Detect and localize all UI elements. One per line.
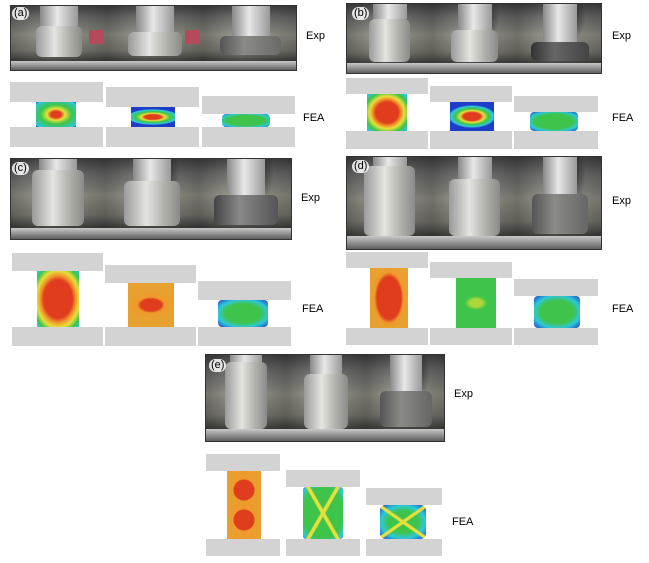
platen-bottom: [286, 539, 360, 556]
fea-contour: [367, 94, 407, 131]
exp-photo-strip: [10, 158, 292, 240]
fea-contour: [36, 102, 76, 127]
exp-frame: [432, 4, 517, 73]
platen-top: [366, 488, 442, 505]
platen-bottom: [346, 328, 428, 345]
fea-label: FEA: [452, 516, 474, 528]
platen-bottom: [206, 539, 280, 556]
exp-frame: [105, 159, 199, 239]
panel-a: (a) Exp FEA: [0, 0, 330, 155]
exp-photo-strip: [346, 156, 602, 250]
platen-bottom: [430, 328, 512, 345]
platen-bottom: [106, 127, 199, 147]
fea-contour: [303, 487, 343, 539]
fea-contour: [37, 271, 79, 327]
panel-tag: (e): [209, 359, 227, 372]
platen-top: [206, 454, 280, 471]
panel-tag: (d): [352, 160, 370, 173]
panel-tag: (c): [12, 162, 29, 175]
exp-label: Exp: [612, 30, 631, 42]
fea-label: FEA: [302, 303, 324, 315]
fea-contour: [222, 114, 270, 127]
platen-top: [106, 87, 199, 107]
platen-top: [430, 262, 512, 278]
platen-bottom: [10, 127, 103, 147]
panel-e: (e) Exp FEA: [200, 350, 500, 563]
platen-bottom: [514, 131, 598, 149]
platen-top: [286, 470, 360, 487]
exp-label: Exp: [612, 195, 631, 207]
exp-frame: [107, 6, 203, 70]
fea-contour: [450, 102, 494, 131]
fea-contour: [370, 268, 408, 328]
fea-contour: [131, 107, 175, 127]
exp-frame: [199, 159, 291, 239]
exp-label: Exp: [301, 192, 320, 204]
platen-bottom: [105, 327, 196, 346]
fea-contour: [534, 296, 580, 328]
exp-frame: [432, 157, 517, 249]
exp-frame: [517, 4, 601, 73]
exp-label: Exp: [454, 388, 473, 400]
platen-bottom: [430, 131, 512, 149]
exp-frame: [366, 355, 444, 441]
fea-label: FEA: [303, 112, 325, 124]
fea-label: FEA: [612, 303, 634, 315]
fea-contour: [227, 471, 261, 539]
exp-frame: [286, 355, 366, 441]
exp-frame: [203, 6, 296, 70]
platen-top: [105, 265, 196, 283]
panel-b: (b) Exp FEA: [344, 0, 649, 155]
platen-bottom: [514, 328, 598, 345]
panel-tag: (b): [352, 7, 370, 20]
panel-tag: (a): [12, 7, 30, 20]
platen-bottom: [366, 539, 442, 556]
exp-frame: [517, 157, 601, 249]
platen-top: [10, 82, 103, 102]
platen-bottom: [346, 131, 428, 149]
fea-contour: [530, 112, 578, 131]
platen-top: [514, 96, 598, 112]
panel-d: (d) Exp FEA: [344, 155, 649, 350]
platen-bottom: [12, 327, 103, 346]
platen-top: [430, 86, 512, 102]
platen-top: [198, 281, 291, 300]
platen-top: [202, 96, 295, 114]
fea-contour: [218, 300, 268, 327]
exp-photo-strip: [346, 3, 602, 74]
fea-contour: [456, 278, 496, 328]
platen-top: [346, 252, 428, 268]
exp-frame: [11, 159, 105, 239]
fea-label: FEA: [612, 112, 634, 124]
exp-label: Exp: [306, 30, 325, 42]
panel-c: (c) Exp FEA: [0, 155, 330, 350]
platen-bottom: [198, 327, 291, 346]
platen-top: [514, 279, 598, 296]
fea-contour: [128, 283, 174, 327]
exp-photo-strip: [10, 5, 297, 71]
fea-contour: [380, 505, 426, 539]
exp-photo-strip: [205, 354, 445, 442]
platen-bottom: [202, 127, 295, 147]
platen-top: [12, 253, 103, 271]
platen-top: [346, 78, 428, 94]
